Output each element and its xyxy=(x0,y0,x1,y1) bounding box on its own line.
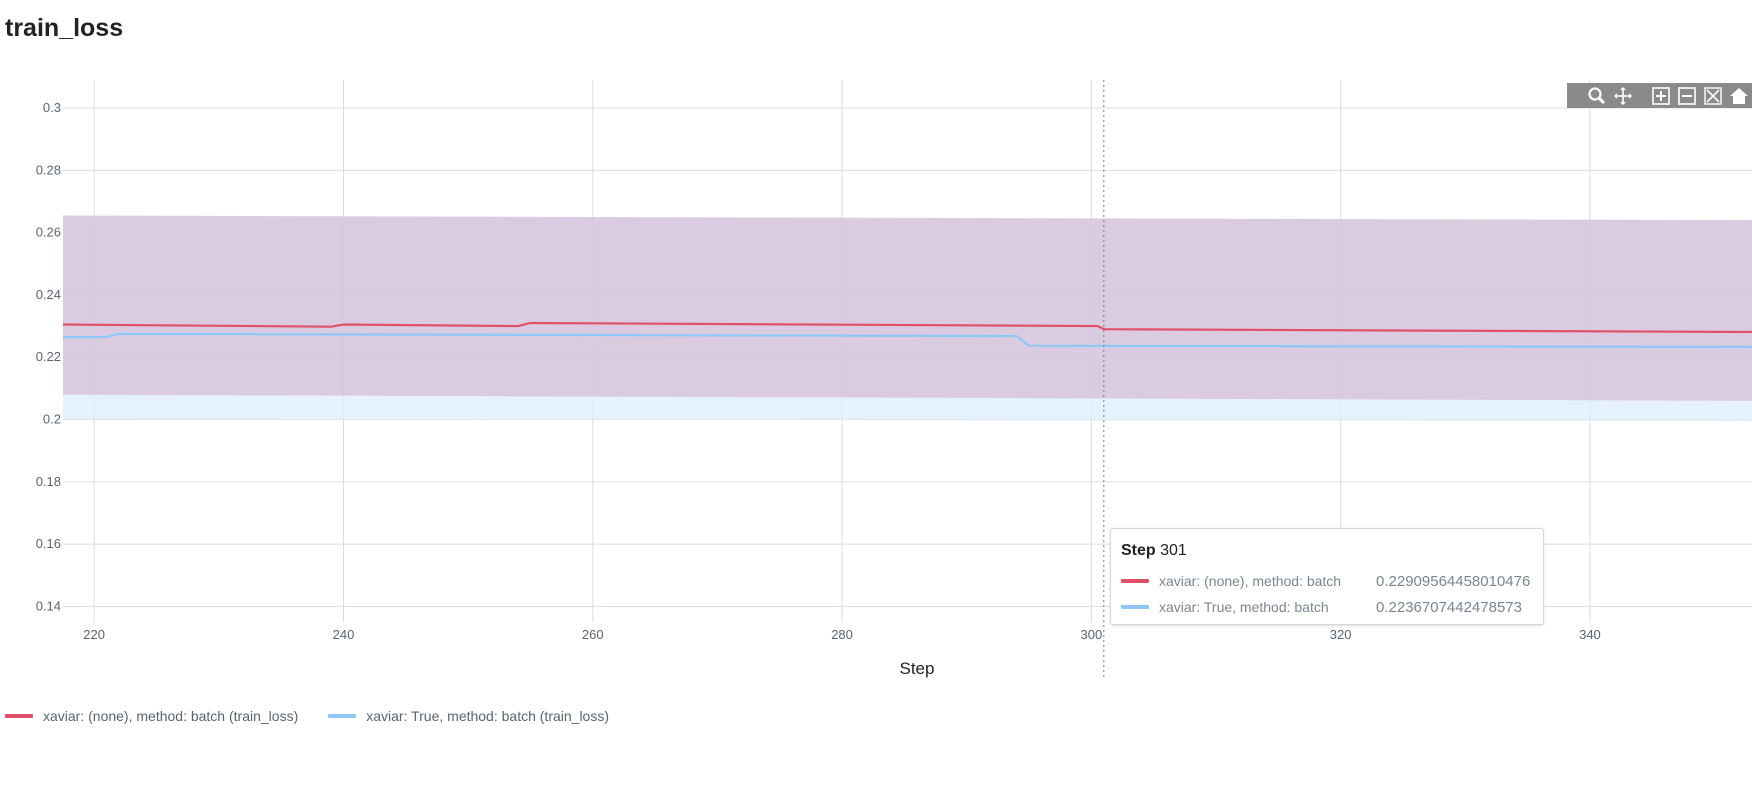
series-swatch xyxy=(1121,579,1149,583)
zoom-icon[interactable] xyxy=(1584,83,1610,108)
y-tick-label: 0.18 xyxy=(36,474,61,489)
tooltip-step-value: 301 xyxy=(1160,542,1187,559)
series-swatch xyxy=(1121,605,1149,609)
zoom-in-icon[interactable] xyxy=(1648,83,1674,108)
x-tick-label: 320 xyxy=(1330,627,1352,642)
x-tick-label: 340 xyxy=(1579,627,1601,642)
tooltip-series-value: 0.22909564458010476 xyxy=(1376,573,1530,590)
tooltip-step-label: Step xyxy=(1121,542,1156,559)
x-tick-label: 220 xyxy=(83,627,105,642)
zoom-out-icon[interactable] xyxy=(1674,83,1700,108)
confidence-bands xyxy=(63,216,1752,422)
y-tick-label: 0.14 xyxy=(36,598,61,613)
reset-axes-icon[interactable] xyxy=(1726,83,1752,108)
y-tick-label: 0.24 xyxy=(36,287,61,302)
confidence-band xyxy=(63,216,1752,401)
tooltip-series-name: xaviar: (none), method: batch xyxy=(1159,573,1376,589)
x-tick-label: 260 xyxy=(582,627,604,642)
y-tick-label: 0.26 xyxy=(36,225,61,240)
legend-swatch xyxy=(5,714,33,718)
tooltip-series-value: 0.2236707442478573 xyxy=(1376,599,1522,616)
tooltip-series-name: xaviar: True, method: batch xyxy=(1159,599,1376,615)
legend-label: xaviar: True, method: batch (train_loss) xyxy=(366,708,609,724)
hover-tooltip: Step 301 xaviar: (none), method: batch 0… xyxy=(1110,528,1544,625)
autoscale-icon[interactable] xyxy=(1700,83,1726,108)
x-tick-label: 240 xyxy=(333,627,355,642)
legend: xaviar: (none), method: batch (train_los… xyxy=(5,708,639,724)
x-axis-title: Step xyxy=(900,659,935,678)
pan-icon[interactable] xyxy=(1610,83,1636,108)
modebar xyxy=(1567,83,1752,108)
y-tick-label: 0.16 xyxy=(36,536,61,551)
legend-swatch xyxy=(328,714,356,718)
tooltip-step: Step 301 xyxy=(1121,542,1533,560)
legend-item[interactable]: xaviar: (none), method: batch (train_los… xyxy=(5,708,298,724)
y-tick-label: 0.3 xyxy=(43,100,61,115)
x-tick-label: 300 xyxy=(1081,627,1103,642)
x-tick-label: 280 xyxy=(831,627,853,642)
y-tick-label: 0.28 xyxy=(36,162,61,177)
legend-item[interactable]: xaviar: True, method: batch (train_loss) xyxy=(328,708,609,724)
y-tick-label: 0.2 xyxy=(43,412,61,427)
legend-label: xaviar: (none), method: batch (train_los… xyxy=(43,708,298,724)
tooltip-row: xaviar: (none), method: batch 0.22909564… xyxy=(1121,568,1533,594)
tooltip-row: xaviar: True, method: batch 0.2236707442… xyxy=(1121,594,1533,620)
y-tick-label: 0.22 xyxy=(36,349,61,364)
